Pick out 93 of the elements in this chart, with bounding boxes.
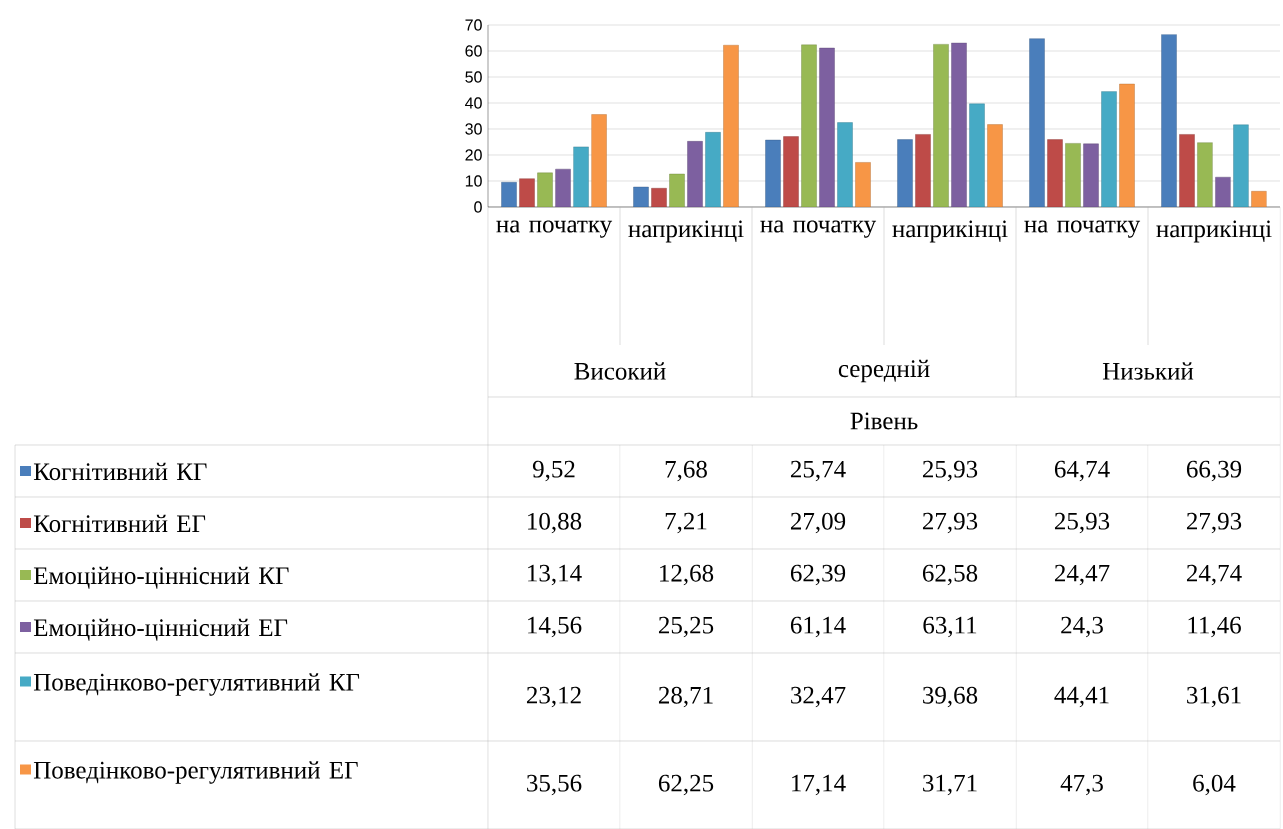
data-label: 27,09 [790,512,846,534]
bar [1047,139,1063,207]
x-tick-label: на початку [760,220,877,238]
data-label: 62,39 [790,564,846,586]
bar [987,124,1003,207]
data-label: 25,93 [1054,512,1110,534]
data-label: 61,14 [790,616,846,638]
x-tick-label: на початку [496,220,613,238]
y-tick-label: 10 [465,175,482,187]
bar [765,139,781,207]
data-label: 14,56 [528,616,582,638]
data-label: 6,04 [1193,774,1236,796]
bar [519,178,535,207]
bar [1251,191,1267,207]
bar [537,172,553,207]
x-tick-label: наприкінці [1156,220,1272,243]
data-label: 63,11 [923,616,977,638]
y-tick-label: 20 [465,149,482,161]
bar [1233,124,1249,207]
bar [1119,83,1135,207]
bar [1161,34,1177,207]
bar [915,134,931,207]
y-tick-label: 30 [465,123,482,135]
bar [723,44,739,207]
bar [1179,134,1195,207]
data-label: 44,41 [1054,686,1109,708]
bar [801,44,817,207]
bar [969,103,985,207]
text: середній [838,359,930,383]
bar [501,182,517,207]
data-label: 17,14 [792,774,846,796]
bar [855,162,871,207]
data-label: 27,93 [922,512,978,534]
data-label: 24,74 [1186,564,1242,586]
x-tick-label: на початку [1024,220,1141,238]
legend-label: Емоційно-ціннісний ЕГ [33,618,288,641]
bar [1101,91,1117,207]
data-label: 35,56 [527,774,582,796]
data-label: 11,46 [1188,616,1241,638]
data-label: 62,58 [922,564,978,586]
data-label: 25,93 [922,460,978,482]
bar [819,47,835,207]
y-tick-label: 40 [465,97,482,109]
legend-label: Когнітивний КГ [33,462,207,481]
data-label: 47,3 [1060,774,1103,796]
y-tick-label: 0 [474,201,482,213]
data-label: 7,21 [665,512,707,534]
bar [687,141,703,207]
x-tick-label: наприкінці [628,220,744,243]
data-label: 64,74 [1054,460,1110,482]
bar [591,114,607,207]
data-label: 31,61 [1187,686,1241,708]
data-label: 10,88 [528,512,582,534]
text: Низький [1102,362,1194,380]
bar [1197,142,1213,207]
bar [651,188,667,207]
data-label: 24,3 [1061,616,1103,638]
legend-label: Когнітивний ЕГ [33,514,206,533]
bar [1083,143,1099,207]
data-label: 7,68 [665,460,707,482]
bar [897,139,913,207]
bar [633,186,649,207]
legend-label: Поведінково-регулятивний ЕГ [33,761,358,784]
legend-label: Емоційно-ціннісний КГ [33,566,289,589]
bar [573,146,589,207]
bar [783,136,799,207]
bar [951,42,967,207]
text: Високий [574,362,666,380]
y-tick-label: 50 [465,71,482,83]
bar [705,132,721,207]
bar [933,44,949,207]
data-label: 25,74 [790,460,846,482]
data-label: 32,47 [791,686,846,708]
data-label: 24,47 [1054,564,1110,586]
bar [1029,38,1045,207]
x-tick-label: наприкінці [892,220,1008,243]
data-label: 25,25 [658,616,714,638]
data-label: 12,68 [660,564,714,586]
bar [837,122,853,207]
data-label: 28,71 [658,686,713,708]
data-label: 13,14 [528,564,582,586]
data-label: 9,52 [532,460,575,482]
data-label: 27,93 [1186,512,1242,534]
data-label: 31,71 [923,774,977,796]
y-tick-label: 70 [465,19,482,31]
data-label: 23,12 [526,686,581,708]
bar [1065,143,1081,207]
data-label: 66,39 [1186,460,1242,482]
text: Рівень [850,412,918,430]
y-tick-label: 60 [465,45,482,57]
data-label: 62,25 [658,774,714,796]
data-label: 39,68 [923,686,978,708]
legend-label: Поведінково-регулятивний КГ [33,673,360,696]
